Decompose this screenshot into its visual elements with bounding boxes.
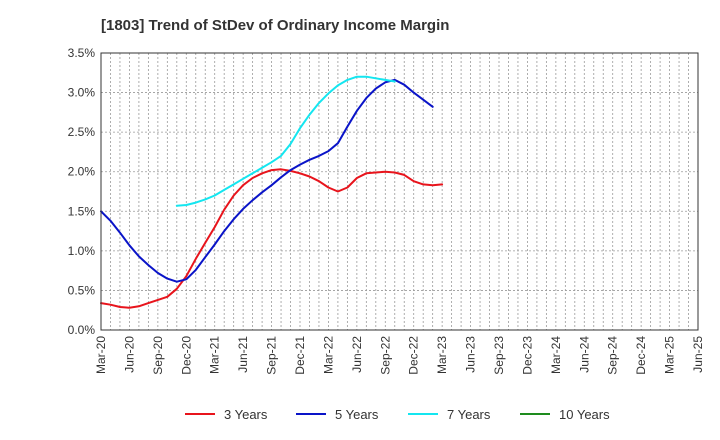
x-tick-label: Jun-20 bbox=[122, 336, 136, 373]
x-tick-label: Sep-20 bbox=[151, 336, 165, 375]
x-tick-label: Dec-24 bbox=[634, 336, 648, 375]
series-lines bbox=[100, 75, 444, 309]
plot-frame bbox=[100, 52, 699, 331]
x-tick-label: Jun-23 bbox=[464, 336, 478, 373]
y-tick-label: 2.5% bbox=[68, 125, 96, 139]
x-tick-label: Mar-22 bbox=[321, 336, 335, 374]
legend-label-10-years: 10 Years bbox=[559, 407, 610, 422]
y-tick-label: 1.0% bbox=[68, 244, 96, 258]
series-line-3-years bbox=[100, 168, 444, 309]
grid bbox=[101, 53, 698, 330]
x-tick-label: Sep-23 bbox=[492, 336, 506, 375]
y-tick-label: 0.0% bbox=[68, 323, 96, 337]
x-tick-label: Sep-21 bbox=[265, 336, 279, 375]
x-tick-label: Jun-22 bbox=[350, 336, 364, 373]
legend: 3 Years 5 Years 7 Years 10 Years bbox=[185, 407, 610, 422]
y-tick-label: 3.0% bbox=[68, 86, 96, 100]
x-tick-label: Mar-24 bbox=[549, 336, 563, 374]
series-line-5-years bbox=[100, 78, 434, 283]
x-tick-label: Dec-23 bbox=[520, 336, 534, 375]
y-tick-label: 1.5% bbox=[68, 204, 96, 218]
legend-label-5-years: 5 Years bbox=[335, 407, 379, 422]
x-tick-label: Dec-21 bbox=[293, 336, 307, 375]
legend-label-3-years: 3 Years bbox=[224, 407, 268, 422]
x-axis: Mar-20 Jun-20 Sep-20 Dec-20 Mar-21 Jun-21 Sep-… bbox=[94, 336, 705, 375]
x-tick-label: Sep-22 bbox=[378, 336, 392, 375]
x-tick-label: Jun-24 bbox=[577, 336, 591, 373]
x-tick-label: Sep-24 bbox=[606, 336, 620, 375]
y-axis: 0.0% 0.5% 1.0% 1.5% 2.0% 2.5% 3.0% 3.5% bbox=[68, 46, 96, 337]
series-line-7-years bbox=[175, 75, 396, 207]
x-tick-label: Mar-20 bbox=[94, 336, 108, 374]
y-tick-label: 3.5% bbox=[68, 46, 96, 60]
chart-title: [1803] Trend of StDev of Ordinary Income… bbox=[101, 17, 449, 34]
x-tick-label: Dec-20 bbox=[179, 336, 193, 375]
y-tick-label: 2.0% bbox=[68, 165, 96, 179]
y-tick-label: 0.5% bbox=[68, 283, 96, 297]
legend-label-7-years: 7 Years bbox=[447, 407, 491, 422]
x-tick-label: Dec-22 bbox=[407, 336, 421, 375]
x-tick-label: Jun-21 bbox=[236, 336, 250, 373]
x-tick-label: Jun-25 bbox=[691, 336, 705, 373]
x-tick-label: Mar-23 bbox=[435, 336, 449, 374]
plot-area bbox=[101, 53, 698, 330]
x-tick-label: Mar-25 bbox=[663, 336, 677, 374]
x-tick-label: Mar-21 bbox=[208, 336, 222, 374]
